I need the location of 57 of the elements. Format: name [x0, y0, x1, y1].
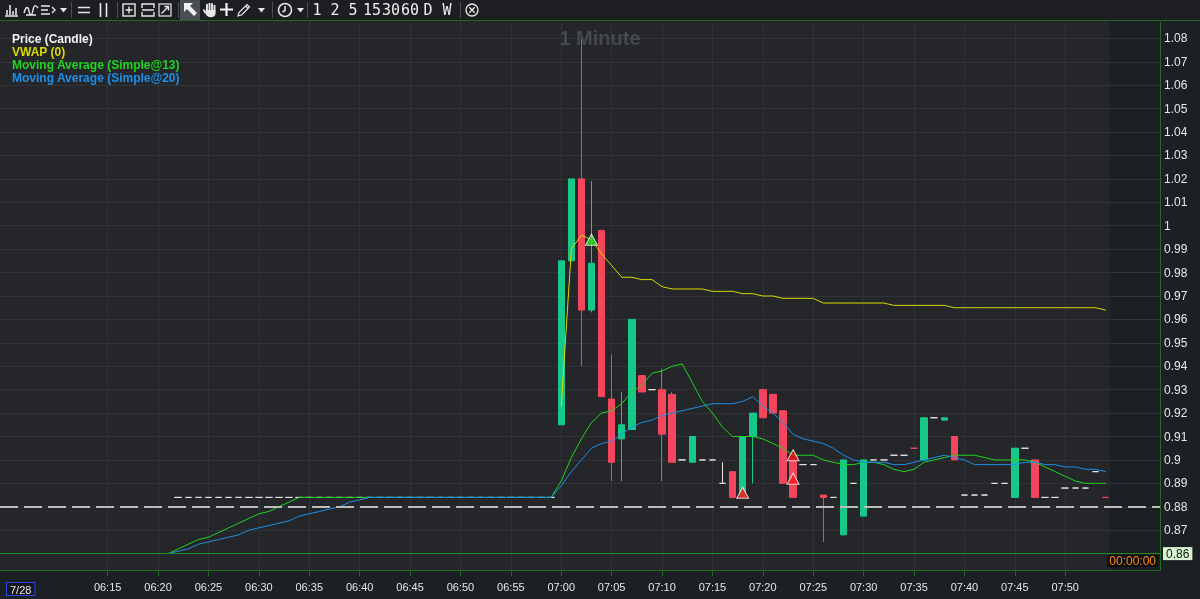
x-tick-label: 07:35	[900, 580, 928, 593]
x-tick-label: 06:15	[93, 580, 122, 593]
y-tick-label: 0.88	[1164, 499, 1188, 514]
text: Moving Average (Simple@13)	[12, 58, 180, 72]
x-tick-label: 06:30	[245, 580, 273, 593]
y-tick-label: 0.89	[1164, 476, 1188, 491]
y-tick-label: 0.92	[1164, 406, 1188, 421]
x-tick-label: 06:20	[144, 580, 172, 593]
x-tick-label: 06:50	[446, 580, 475, 593]
y-tick-label: 1	[1164, 218, 1171, 233]
text: Moving Average (Simple@20)	[12, 71, 180, 85]
y-tick-label: 0.95	[1164, 335, 1188, 350]
text: 60	[400, 1, 420, 19]
y-tick-label: 1.01	[1164, 195, 1188, 210]
y-tick-label: 0.97	[1164, 289, 1188, 303]
y-tick-label: 1.05	[1164, 101, 1188, 116]
x-tick-label: 07:00	[547, 580, 576, 593]
y-tick-label: 0.87	[1164, 523, 1188, 538]
text: Price (Candle)	[12, 32, 93, 46]
x-tick-label: 07:50	[1051, 580, 1079, 593]
text: D	[423, 1, 433, 19]
text: 2	[330, 1, 340, 19]
x-tick-label: 07:45	[1001, 580, 1029, 593]
y-tick-label: 1.07	[1164, 54, 1188, 69]
y-tick-label: 0.94	[1164, 359, 1188, 374]
x-tick-label: 06:25	[194, 580, 223, 593]
x-tick-label: 06:35	[295, 580, 323, 593]
text: W	[442, 1, 452, 19]
text: 1	[312, 1, 322, 19]
y-tick-label: 0.98	[1164, 265, 1188, 280]
x-tick-label: 07:30	[849, 580, 878, 593]
x-tick-label: 07:20	[749, 580, 777, 593]
annotation: 00:00:00	[1109, 554, 1157, 568]
y-tick-label: 1.04	[1164, 125, 1188, 140]
x-tick-label: 06:55	[497, 580, 525, 593]
y-tick-label: 0.99	[1164, 242, 1188, 257]
text: 5	[348, 1, 358, 19]
text: 30	[381, 1, 401, 19]
y-tick-label: 0.96	[1164, 312, 1188, 327]
text: 7/28	[10, 583, 32, 596]
ref-line-label: 0.86	[1166, 546, 1190, 561]
x-tick-label: 07:10	[648, 580, 676, 593]
text: VWAP (0)	[12, 45, 66, 59]
y-tick-label: 0.9	[1164, 452, 1182, 467]
text: 15	[362, 1, 382, 19]
x-tick-label: 07:15	[698, 580, 727, 593]
y-tick-label: 1.08	[1164, 31, 1188, 46]
y-tick-label: 0.93	[1164, 382, 1188, 397]
y-tick-label: 0.91	[1164, 429, 1188, 444]
x-tick-label: 07:40	[950, 580, 979, 593]
y-tick-label: 1.03	[1164, 148, 1188, 163]
y-tick-label: 1.06	[1164, 78, 1188, 93]
x-tick-label: 07:05	[597, 580, 626, 593]
x-tick-label: 07:25	[799, 580, 828, 593]
x-tick-label: 06:40	[345, 580, 374, 593]
y-tick-label: 1.02	[1164, 171, 1188, 186]
x-tick-label: 06:45	[396, 580, 424, 593]
